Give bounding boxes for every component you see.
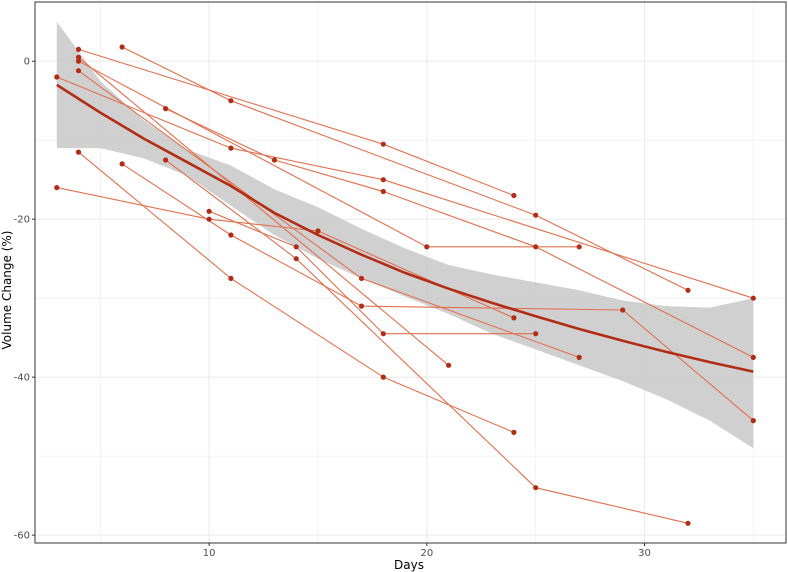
data-point	[206, 216, 212, 222]
x-tick-label: 10	[203, 548, 216, 559]
data-point	[358, 275, 365, 281]
data-point	[228, 145, 234, 151]
data-point	[750, 354, 756, 360]
data-point	[750, 418, 756, 424]
data-point	[75, 149, 82, 155]
trend-line	[56, 83, 754, 373]
data-point	[228, 232, 234, 238]
trend-layer	[56, 83, 754, 373]
series-line-3	[78, 56, 449, 366]
data-point	[163, 106, 169, 112]
data-point	[119, 44, 125, 50]
x-tick-label: 20	[420, 548, 433, 559]
data-point	[119, 161, 125, 167]
y-tick-label: -60	[14, 531, 30, 542]
series-line-6	[56, 76, 754, 299]
data-point	[75, 68, 82, 74]
data-point	[511, 192, 517, 199]
y-tick-label: -40	[14, 373, 30, 384]
data-point	[380, 188, 386, 195]
data-point	[576, 244, 582, 250]
data-point	[533, 485, 539, 491]
series-line-11	[165, 159, 689, 524]
data-point	[293, 256, 299, 262]
data-point	[576, 354, 582, 360]
data-point	[271, 157, 277, 163]
data-point	[380, 141, 386, 147]
data-point	[75, 46, 82, 53]
data-point	[163, 157, 169, 163]
data-point	[380, 374, 386, 380]
data-point	[533, 212, 539, 218]
x-axis-title: Days	[394, 558, 424, 572]
data-point	[620, 307, 626, 313]
confidence-band-layer	[56, 21, 754, 449]
series-line-12	[208, 210, 536, 335]
data-point	[54, 185, 60, 191]
y-axis-title: Volume Change (%)	[0, 231, 14, 350]
confidence-band	[56, 21, 754, 449]
series-line-9	[56, 187, 515, 319]
data-point	[54, 74, 60, 80]
data-point	[380, 331, 386, 337]
data-point	[685, 287, 691, 293]
data-point	[750, 295, 756, 301]
data-point	[228, 98, 234, 104]
plot-border	[34, 1, 787, 544]
data-point	[293, 244, 299, 250]
data-point	[315, 228, 321, 234]
x-tick-label: 30	[638, 548, 651, 559]
data-point	[424, 244, 430, 250]
data-point	[206, 208, 212, 214]
data-point	[446, 362, 452, 368]
axis-layer: 0 -20 -40 -60 10 20 30	[14, 1, 787, 559]
data-point	[228, 275, 234, 281]
data-point	[533, 331, 539, 337]
data-point	[511, 315, 517, 321]
data-point	[380, 177, 386, 183]
data-point	[533, 244, 539, 250]
data-point	[75, 54, 82, 60]
series-layer	[54, 44, 756, 526]
y-tick-label: -20	[14, 215, 30, 226]
data-point	[358, 303, 365, 309]
data-point	[75, 58, 82, 64]
data-point	[685, 520, 691, 526]
data-point	[511, 429, 517, 435]
y-tick-label: 0	[24, 57, 30, 68]
